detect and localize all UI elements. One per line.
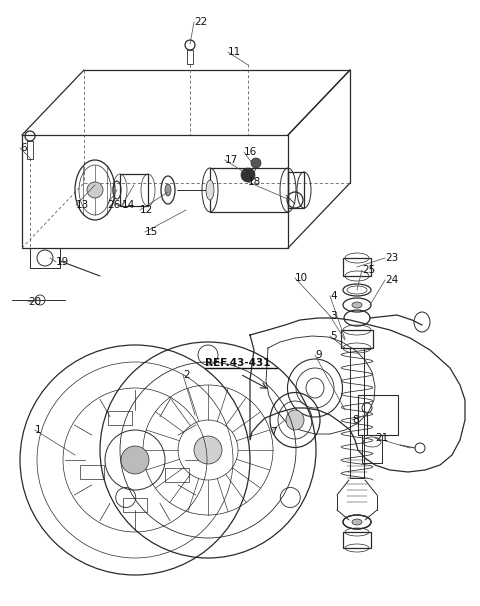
Bar (108, 411, 132, 425)
Bar (343, 258, 371, 276)
Bar (187, 50, 193, 64)
Text: 25: 25 (362, 265, 375, 275)
Bar (362, 435, 382, 463)
Circle shape (194, 436, 222, 464)
Text: 10: 10 (295, 273, 308, 283)
Bar (120, 174, 148, 206)
Bar (350, 348, 364, 478)
Text: 22: 22 (194, 17, 207, 27)
Text: 8: 8 (352, 415, 359, 425)
Circle shape (251, 158, 261, 168)
Ellipse shape (165, 184, 171, 196)
Bar (123, 498, 147, 512)
Circle shape (87, 182, 103, 198)
Bar (27, 141, 33, 159)
Text: 18: 18 (248, 177, 261, 187)
Text: 5: 5 (330, 331, 336, 341)
Text: 23: 23 (385, 253, 398, 263)
Text: 26: 26 (107, 200, 120, 210)
Bar (165, 468, 189, 482)
Text: 1: 1 (35, 425, 42, 435)
Circle shape (121, 446, 149, 474)
Ellipse shape (206, 180, 214, 200)
Text: 11: 11 (228, 47, 241, 57)
Text: 3: 3 (330, 311, 336, 321)
Bar (341, 330, 373, 348)
Text: 16: 16 (244, 147, 257, 157)
Text: 12: 12 (140, 205, 153, 215)
Ellipse shape (352, 519, 362, 525)
Circle shape (241, 168, 255, 182)
Text: 9: 9 (315, 350, 322, 360)
Text: 17: 17 (225, 155, 238, 165)
Bar (343, 532, 371, 548)
Bar (30, 248, 60, 268)
Text: 7: 7 (270, 427, 276, 437)
Text: 4: 4 (330, 291, 336, 301)
Text: 6: 6 (20, 143, 26, 153)
Text: 19: 19 (56, 257, 69, 267)
Bar (210, 168, 288, 212)
Bar (288, 172, 304, 208)
Text: 14: 14 (122, 200, 135, 210)
Text: 13: 13 (76, 200, 89, 210)
Text: 24: 24 (385, 275, 398, 285)
Ellipse shape (286, 410, 304, 430)
Ellipse shape (352, 302, 362, 308)
Bar (358, 395, 398, 435)
Text: 15: 15 (145, 227, 158, 237)
Bar (80, 465, 104, 479)
Text: REF.43-431: REF.43-431 (205, 358, 271, 368)
Text: 2: 2 (183, 370, 190, 380)
Text: 21: 21 (375, 433, 388, 443)
Text: 20: 20 (28, 297, 41, 307)
